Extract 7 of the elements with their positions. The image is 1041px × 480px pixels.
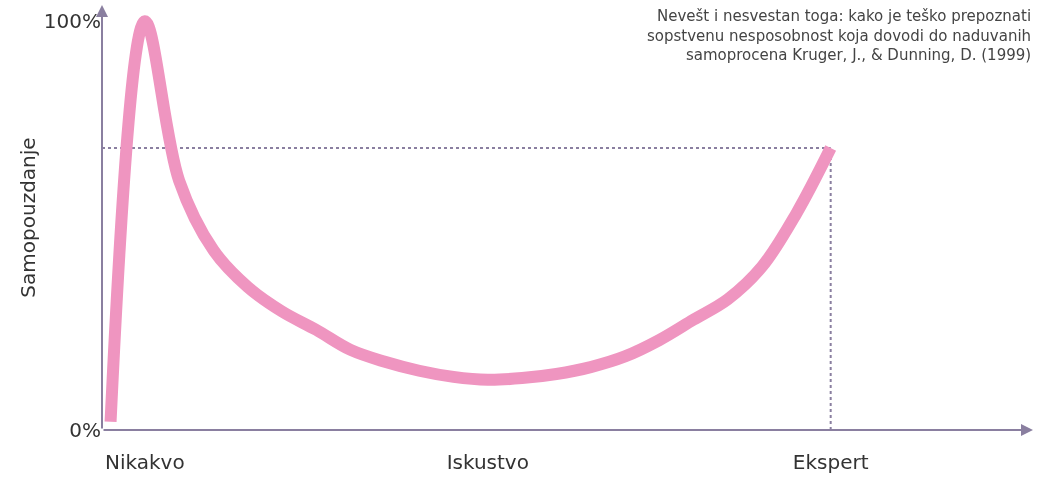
x-tick-label: Iskustvo <box>446 450 529 474</box>
y-tick-label: 100% <box>43 9 101 34</box>
annotation: Nevešt i nesvestan toga: kako je teško prepoznati sopstvenu nesposobnost koja dovodi do naduvanih samoprocena Kruger, J., & Dunning, D. (1999) <box>647 7 1032 64</box>
y-axis-title: Samopouzdanje <box>16 137 41 298</box>
x-tick-label: Nikakvo <box>105 450 185 474</box>
x-tick-label: Ekspert <box>792 450 869 474</box>
y-tick-label: 0% <box>69 418 101 442</box>
